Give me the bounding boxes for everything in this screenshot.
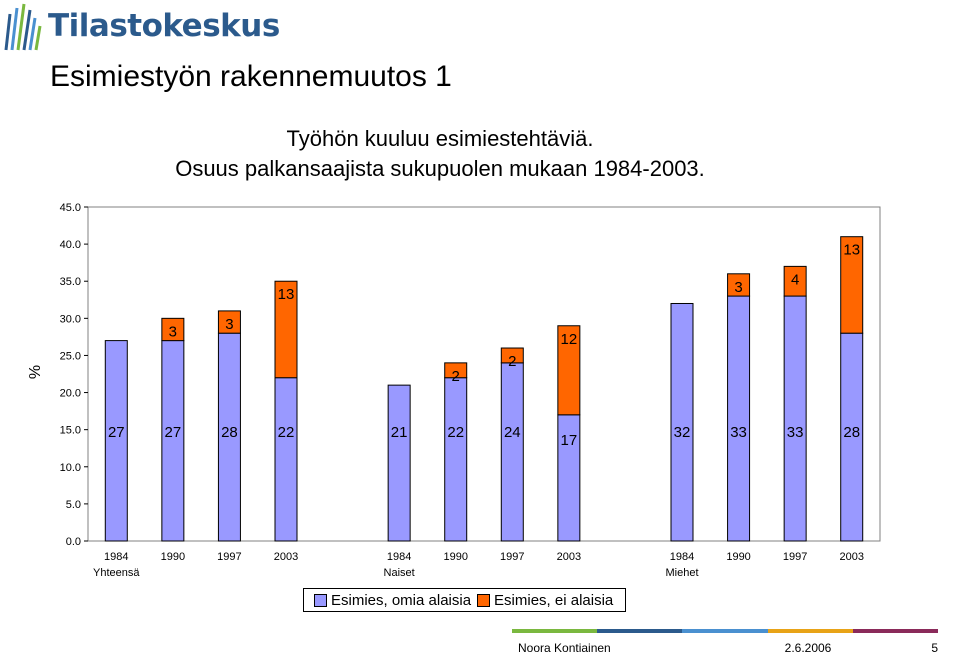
group-label: Naiset: [384, 567, 415, 579]
legend-swatch-orange: [477, 593, 491, 607]
x-tick-label: 1984: [670, 551, 694, 563]
bar-segment-no-subordinates: [161, 317, 185, 342]
data-label: 17: [561, 432, 578, 449]
data-label: 3: [225, 316, 233, 333]
stacked-bar-chart: Työhön kuuluu esimiestehtäviä. Osuus pal…: [27, 126, 881, 579]
data-label: 3: [169, 323, 177, 340]
y-tick-label: 15.0: [60, 425, 81, 437]
x-tick-label: 1990: [443, 551, 467, 563]
footer-date: 2.6.2006: [784, 641, 832, 655]
data-label: 22: [278, 424, 295, 441]
data-label: 21: [391, 424, 408, 441]
tilastokeskus-logo: Tilastokeskus: [0, 0, 280, 56]
group-label: Yhteensä: [93, 567, 140, 579]
bar-segment-own-subordinates: [444, 377, 468, 542]
legend: Esimies, omia alaisia Esimies, ei alaisi…: [303, 588, 627, 612]
logo-wordmark: Tilastokeskus: [48, 8, 280, 44]
legend-label: Esimies, ei alaisia: [494, 591, 614, 609]
data-label: 4: [791, 271, 799, 288]
bar-segment-own-subordinates: [783, 295, 807, 542]
data-label: 27: [165, 424, 182, 441]
plot-area: 0.0 5.0 10.0 15.0 20.0 25.0 30.0 35.0 40.0 45.0 27…: [60, 202, 881, 579]
data-label: 27: [108, 424, 125, 441]
x-tick-label: 2003: [839, 551, 863, 563]
chart-title-line-2: Osuus palkansaajista sukupuolen mukaan 1…: [175, 156, 705, 181]
legend-label: Esimies, omia alaisia: [331, 591, 472, 609]
y-tick-label: 45.0: [60, 202, 81, 214]
bar-segment-no-subordinates: [274, 280, 298, 379]
data-label: 12: [561, 331, 578, 348]
footer-author: Noora Kontiainen: [518, 641, 611, 655]
chart-title-line-1: Työhön kuuluu esimiestehtäviä.: [287, 126, 594, 151]
footer-page: 5: [931, 641, 938, 655]
bar-segment-no-subordinates: [783, 265, 807, 297]
data-label: 13: [278, 286, 295, 303]
bar-segment-own-subordinates: [727, 295, 751, 542]
slide-title: Esimiestyön rakennemuutos 1: [50, 60, 452, 93]
y-tick-label: 30.0: [60, 313, 81, 325]
data-label: 33: [730, 424, 747, 441]
x-tick-label: 1990: [161, 551, 185, 563]
x-tick-label: 2003: [274, 551, 298, 563]
bar-segment-own-subordinates: [500, 362, 524, 542]
footer: Noora Kontiainen 2.6.2006 5: [512, 629, 939, 655]
bar-segment-no-subordinates: [727, 273, 751, 297]
bar-segment-own-subordinates: [274, 377, 298, 542]
bar-segment-no-subordinates: [840, 236, 864, 334]
x-tick-label: 1997: [217, 551, 241, 563]
x-tick-label: 1990: [726, 551, 750, 563]
bar-segment-own-subordinates: [387, 384, 411, 542]
y-tick-label: 35.0: [60, 276, 81, 288]
x-tick-label: 1984: [104, 551, 128, 563]
plot-frame: [87, 206, 881, 542]
data-label: 22: [447, 424, 464, 441]
logo-mark-icon: [4, 3, 42, 51]
data-label: 2: [508, 353, 516, 370]
footer-color-bar: [512, 629, 939, 633]
y-axis-label: %: [27, 365, 44, 379]
y-tick-label: 40.0: [60, 239, 81, 251]
x-tick-label: 2003: [557, 551, 581, 563]
bar-segment-no-subordinates: [444, 362, 468, 379]
bar-segment-no-subordinates: [500, 347, 524, 364]
legend-item-own-subordinates: Esimies, omia alaisia: [314, 592, 471, 609]
x-tick-label: 1997: [500, 551, 524, 563]
x-tick-label: 1997: [783, 551, 807, 563]
bar-segment-no-subordinates: [557, 325, 581, 416]
x-tick-label: 1984: [387, 551, 411, 563]
y-tick-label: 20.0: [60, 388, 81, 400]
data-label: 24: [504, 424, 521, 441]
data-label: 33: [787, 424, 804, 441]
bar-segment-no-subordinates: [217, 310, 241, 334]
group-label: Miehet: [665, 567, 698, 579]
data-label: 13: [843, 242, 860, 259]
y-tick-label: 25.0: [60, 350, 81, 362]
y-tick-label: 0.0: [66, 536, 81, 548]
data-label: 28: [843, 424, 860, 441]
data-label: 3: [734, 279, 742, 296]
legend-swatch-blue: [314, 593, 327, 607]
y-tick-label: 10.0: [60, 462, 81, 474]
data-label: 28: [221, 424, 238, 441]
bar-segment-own-subordinates: [670, 302, 694, 542]
legend-item-no-subordinates: Esimies, ei alaisia: [477, 592, 613, 609]
data-label: 32: [674, 424, 691, 441]
data-label: 2: [452, 368, 460, 385]
y-tick-label: 5.0: [66, 499, 81, 511]
bar-segment-own-subordinates: [104, 340, 128, 542]
